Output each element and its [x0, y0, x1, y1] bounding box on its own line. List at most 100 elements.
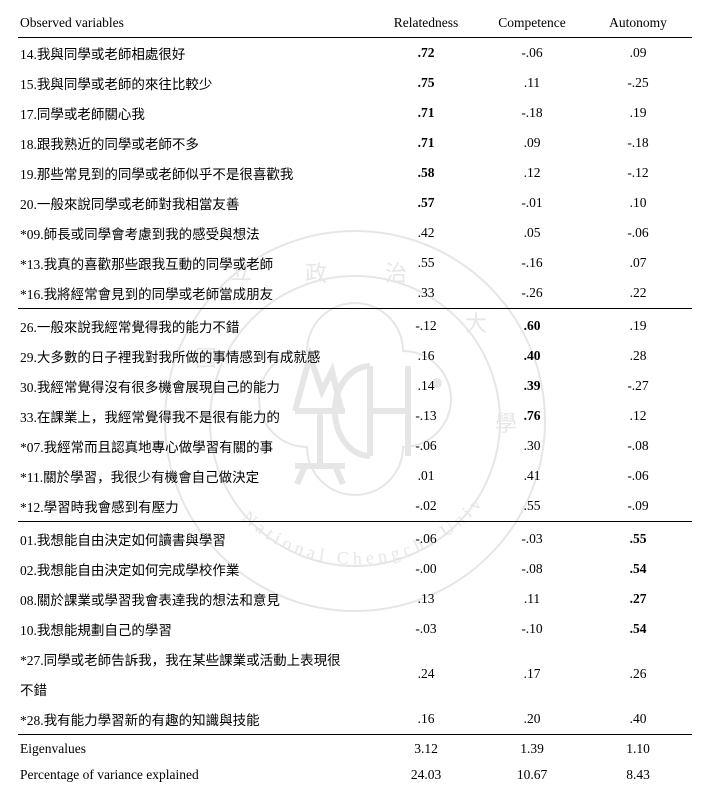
table-row: 19.那些常見到的同學或老師似乎不是很喜歡我.58.12-.12	[18, 158, 692, 188]
table-cell: .07	[586, 248, 692, 278]
table-cell: -.01	[480, 188, 586, 218]
table-cell: -.16	[480, 248, 586, 278]
table-cell: -.03	[480, 522, 586, 555]
table-row: 20.一般來說同學或老師對我相當友善.57-.01.10	[18, 188, 692, 218]
table-cell: .09	[586, 38, 692, 69]
table-cell: -.06	[586, 461, 692, 491]
table-cell: 02.我想能自由決定如何完成學校作業	[18, 554, 374, 584]
table-cell: .60	[480, 309, 586, 342]
table-row: 29.大多數的日子裡我對我所做的事情感到有成就感.16.40.28	[18, 341, 692, 371]
table-cell: *13.我真的喜歡那些跟我互動的同學或老師	[18, 248, 374, 278]
col-observed: Observed variables	[18, 10, 374, 38]
table-cell: .26	[586, 644, 692, 704]
table-cell: *28.我有能力學習新的有趣的知識與技能	[18, 704, 374, 735]
table-cell: 33.在課業上，我經常覺得我不是很有能力的	[18, 401, 374, 431]
table-cell: *27.同學或老師告訴我，我在某些課業或活動上表現很	[18, 644, 374, 674]
table-cell: 17.同學或老師關心我	[18, 98, 374, 128]
table-row: *13.我真的喜歡那些跟我互動的同學或老師.55-.16.07	[18, 248, 692, 278]
table-row: *27.同學或老師告訴我，我在某些課業或活動上表現很.24.17.26	[18, 644, 692, 674]
table-row: *07.我經常而且認真地專心做學習有關的事-.06.30-.08	[18, 431, 692, 461]
table-row: 30.我經常覺得沒有很多機會展現自己的能力.14.39-.27	[18, 371, 692, 401]
table-cell: .28	[586, 341, 692, 371]
table-cell: -.06	[374, 522, 480, 555]
table-cell: -.18	[586, 128, 692, 158]
table-cell: -.02	[374, 491, 480, 522]
table-row: 10.我想能規劃自己的學習-.03-.10.54	[18, 614, 692, 644]
table-cell: 18.跟我熟近的同學或老師不多	[18, 128, 374, 158]
table-cell: .16	[374, 341, 480, 371]
table-cell: *07.我經常而且認真地專心做學習有關的事	[18, 431, 374, 461]
col-competence: Competence	[480, 10, 586, 38]
table-cell: .42	[374, 218, 480, 248]
table-cell: -.03	[374, 614, 480, 644]
table-cell: 1.39	[480, 735, 586, 763]
table-cell: -.06	[586, 218, 692, 248]
table-footer-row: Percentage of variance explained24.0310.…	[18, 762, 692, 788]
table-cell: .41	[480, 461, 586, 491]
table-row: 26.一般來說我經常覺得我的能力不錯-.12.60.19	[18, 309, 692, 342]
table-cell: .16	[374, 704, 480, 735]
table-cell: 30.我經常覺得沒有很多機會展現自己的能力	[18, 371, 374, 401]
table-cell: -.26	[480, 278, 586, 309]
table-cell: 26.一般來說我經常覺得我的能力不錯	[18, 309, 374, 342]
table-cell: .71	[374, 98, 480, 128]
table-row: *09.師長或同學會考慮到我的感受與想法.42.05-.06	[18, 218, 692, 248]
table-cell: Eigenvalues	[18, 735, 374, 763]
table-row: 08.關於課業或學習我會表達我的想法和意見.13.11.27	[18, 584, 692, 614]
table-cell: *16.我將經常會見到的同學或老師當成朋友	[18, 278, 374, 309]
table-cell: .30	[480, 431, 586, 461]
table-cell: .01	[374, 461, 480, 491]
table-cell: -.27	[586, 371, 692, 401]
table-cell: -.12	[586, 158, 692, 188]
table-row: *28.我有能力學習新的有趣的知識與技能.16.20.40	[18, 704, 692, 735]
table-cell: .40	[480, 341, 586, 371]
table-cell: .14	[374, 371, 480, 401]
table-cell: 08.關於課業或學習我會表達我的想法和意見	[18, 584, 374, 614]
table-row: 01.我想能自由決定如何讀書與學習-.06-.03.55	[18, 522, 692, 555]
table-row: *11.關於學習，我很少有機會自己做決定.01.41-.06	[18, 461, 692, 491]
table-cell: 19.那些常見到的同學或老師似乎不是很喜歡我	[18, 158, 374, 188]
table-cell: .55	[586, 522, 692, 555]
table-cell: .27	[586, 584, 692, 614]
table-cell: .19	[586, 309, 692, 342]
table-cell: -.08	[586, 431, 692, 461]
table-cell: -.13	[374, 401, 480, 431]
table-row: 33.在課業上，我經常覺得我不是很有能力的-.13.76.12	[18, 401, 692, 431]
table-cell: 01.我想能自由決定如何讀書與學習	[18, 522, 374, 555]
table-cell: .12	[586, 401, 692, 431]
table-cell: 1.10	[586, 735, 692, 763]
factor-loadings-table: Observed variables Relatedness Competenc…	[18, 10, 692, 788]
table-cell: 15.我與同學或老師的來往比較少	[18, 68, 374, 98]
table-cell: 10.我想能規劃自己的學習	[18, 614, 374, 644]
table-cell: .58	[374, 158, 480, 188]
table-cell: *11.關於學習，我很少有機會自己做決定	[18, 461, 374, 491]
table-cell: .72	[374, 38, 480, 69]
table-cell: -.12	[374, 309, 480, 342]
table-row: 15.我與同學或老師的來往比較少.75.11-.25	[18, 68, 692, 98]
table-cell: .22	[586, 278, 692, 309]
table-row: 14.我與同學或老師相處很好.72-.06.09	[18, 38, 692, 69]
table-cell: *12.學習時我會感到有壓力	[18, 491, 374, 522]
table-cell: -.06	[480, 38, 586, 69]
table-cell: .71	[374, 128, 480, 158]
table-cell: -.10	[480, 614, 586, 644]
table-row: *12.學習時我會感到有壓力-.02.55-.09	[18, 491, 692, 522]
table-row: 17.同學或老師關心我.71-.18.19	[18, 98, 692, 128]
table-cell: -.00	[374, 554, 480, 584]
table-footer-row: Eigenvalues3.121.391.10	[18, 735, 692, 763]
table-cell: .19	[586, 98, 692, 128]
table-cell: .17	[480, 644, 586, 704]
table-cell: .20	[480, 704, 586, 735]
table-cell: .75	[374, 68, 480, 98]
table-cell: 29.大多數的日子裡我對我所做的事情感到有成就感	[18, 341, 374, 371]
table-cell: .54	[586, 614, 692, 644]
table-cell: .40	[586, 704, 692, 735]
table-cell: 20.一般來說同學或老師對我相當友善	[18, 188, 374, 218]
table-cell: 3.12	[374, 735, 480, 763]
table-row: 18.跟我熟近的同學或老師不多.71.09-.18	[18, 128, 692, 158]
table-cell: .55	[374, 248, 480, 278]
table-cell: 不錯	[18, 674, 374, 704]
table-cell: .13	[374, 584, 480, 614]
table-cell: -.18	[480, 98, 586, 128]
table-cell: .33	[374, 278, 480, 309]
